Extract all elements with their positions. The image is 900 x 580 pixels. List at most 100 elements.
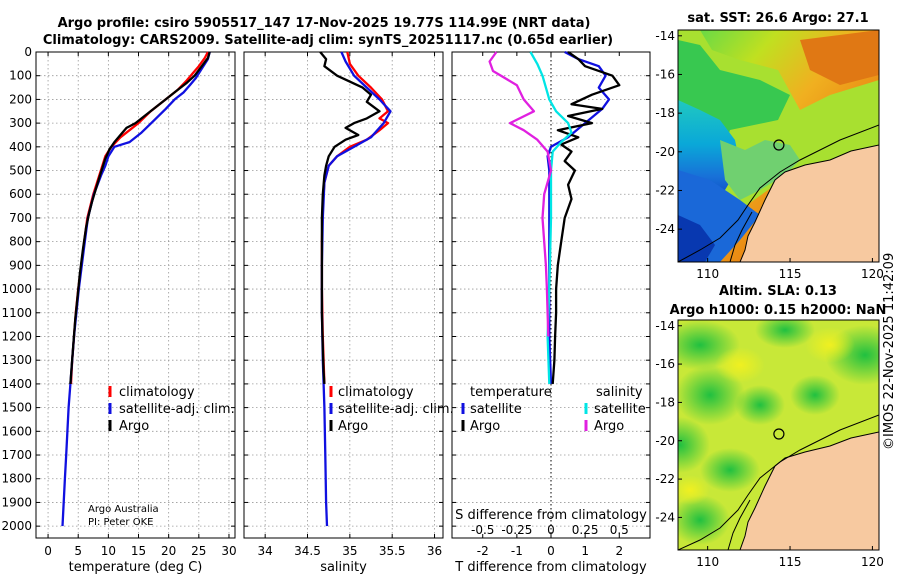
sla-lat-ticks: -14 -16 -18 -20 -22 -24: [655, 319, 682, 524]
depth-tick-label: 800: [9, 235, 32, 249]
lat-tick-label: -24: [655, 510, 675, 524]
x-tick-label: 20: [161, 544, 176, 558]
legend-label-t-satellite: satellite: [470, 402, 522, 417]
lat-tick-label: -24: [655, 222, 675, 236]
x-axis-label: T difference from climatology: [454, 560, 647, 575]
lat-tick-label: -14: [655, 319, 675, 333]
series-line-s-satellite: [529, 51, 573, 384]
difference-panel: -2 -1 0 1 2 -0.5 -0.25 0 0.25 0.5S difference fro…: [451, 50, 651, 575]
temperature-legend: climatology satellite-adj. clim. Argo: [108, 385, 235, 434]
lon-tick-label: 115: [779, 555, 802, 569]
depth-tick-label: 1800: [1, 472, 32, 486]
x-tick-label: 5: [74, 544, 82, 558]
temperature-panel: 0100200300400500600700800900100011001200…: [1, 45, 236, 575]
sst-float-marker: [773, 139, 785, 151]
depth-tick-label: 600: [9, 187, 32, 201]
series-line-argo: [319, 51, 381, 384]
depth-tick-label: 0: [24, 45, 32, 59]
sst-map-frame: [677, 29, 880, 263]
legend-label-climatology: climatology: [338, 385, 414, 400]
depth-tick-label: 300: [9, 116, 32, 130]
sla-map-title1: Altim. SLA: 0.13: [719, 284, 837, 299]
depth-tick-label: 1000: [1, 282, 32, 296]
title-line1: Argo profile: csiro 5905517_147 17-Nov-2…: [58, 16, 591, 31]
lon-tick-label: 120: [861, 267, 884, 281]
watermark: ©IMOS 22-Nov-2025 11:42:09: [882, 253, 897, 450]
credit-line2: PI: Peter OKE: [88, 517, 153, 528]
legend-title-salinity: salinity: [596, 385, 643, 400]
s-tick-label: 0: [547, 523, 555, 537]
depth-tick-label: 1900: [1, 495, 32, 509]
lat-tick-label: -14: [655, 29, 675, 43]
depth-tick-label: 1100: [1, 306, 32, 320]
legend-label-argo: Argo: [338, 419, 368, 434]
legend-label-satellite: satellite-adj. clim.: [338, 402, 454, 417]
depth-tick-label: 1500: [1, 401, 32, 415]
depth-tick-label: 2000: [1, 519, 32, 533]
depth-tick-label: 1400: [1, 377, 32, 391]
legend-label-t-argo: Argo: [470, 419, 500, 434]
x-tick-label: 2: [615, 544, 623, 558]
s-tick-label: -0.5: [471, 523, 494, 537]
sla-map: Altim. SLA: 0.13 Argo h1000: 0.15 h2000:…: [655, 284, 886, 569]
credit-line1: Argo Australia: [88, 504, 159, 515]
x-tick-label: 34: [258, 544, 273, 558]
legend-label-s-satellite: satellite: [594, 402, 646, 417]
x-tick-label: 0: [547, 544, 555, 558]
sst-map-title: sat. SST: 26.6 Argo: 27.1: [687, 11, 868, 26]
x-tick-label: 35: [342, 544, 357, 558]
legend-title-temperature: temperature: [470, 385, 552, 400]
sla-float-marker: [773, 428, 785, 440]
lon-tick-label: 115: [779, 267, 802, 281]
lat-tick-label: -22: [655, 183, 675, 197]
depth-tick-label: 900: [9, 258, 32, 272]
sla-map-frame: [677, 319, 880, 551]
x-tick-label: 34.5: [294, 544, 321, 558]
sst-map: sat. SST: 26.6 Argo: 27.1 -14 -16 -18 -20 -2…: [655, 11, 883, 281]
s-tick-label: 0.25: [572, 523, 599, 537]
x-tick-label: 30: [221, 544, 236, 558]
s-tick-label: 0.5: [610, 523, 629, 537]
lat-tick-label: -18: [655, 106, 675, 120]
x-axis-label: temperature (deg C): [69, 560, 203, 575]
lat-tick-label: -18: [655, 395, 675, 409]
difference-legend: temperature salinity satellite Argo sate…: [461, 385, 646, 434]
s-axis-label: S difference from climatology: [455, 508, 647, 523]
s-tick-label: -0.25: [501, 523, 532, 537]
depth-tick-label: 500: [9, 164, 32, 178]
lat-tick-label: -20: [655, 434, 675, 448]
lon-tick-label: 110: [696, 267, 719, 281]
salinity-legend: climatology satellite-adj. clim. Argo: [329, 385, 454, 434]
lat-tick-label: -16: [655, 357, 675, 371]
depth-tick-label: 100: [9, 69, 32, 83]
depth-tick-label: 1300: [1, 353, 32, 367]
legend-label-s-argo: Argo: [594, 419, 624, 434]
x-tick-label: 15: [131, 544, 146, 558]
series-line-s-argo: [488, 51, 553, 337]
legend-label-climatology: climatology: [119, 385, 195, 400]
legend-label-argo: Argo: [119, 419, 149, 434]
lat-tick-label: -22: [655, 472, 675, 486]
x-tick-label: 25: [191, 544, 206, 558]
depth-tick-label: 400: [9, 140, 32, 154]
panel-frame: [243, 51, 444, 539]
series-line-t-argo: [551, 51, 621, 384]
series-line-climatology: [320, 51, 390, 384]
panel-frame: [451, 51, 651, 539]
lat-tick-label: -16: [655, 67, 675, 81]
lat-tick-label: -20: [655, 145, 675, 159]
series-line-argo: [69, 51, 211, 384]
sst-lat-ticks: -14 -16 -18 -20 -22 -24: [655, 29, 682, 236]
x-tick-label: -2: [477, 544, 489, 558]
sst-lon-ticks: 110 115 120: [696, 258, 884, 281]
x-tick-label: 1: [581, 544, 589, 558]
depth-tick-label: 1200: [1, 329, 32, 343]
x-axis-label: salinity: [320, 560, 367, 575]
legend-label-satellite: satellite-adj. clim.: [119, 402, 235, 417]
panel-frame: [35, 51, 236, 539]
depth-tick-label: 200: [9, 92, 32, 106]
lon-tick-label: 120: [861, 555, 884, 569]
series-line-climatology: [69, 51, 209, 384]
x-tick-label: 36: [427, 544, 442, 558]
